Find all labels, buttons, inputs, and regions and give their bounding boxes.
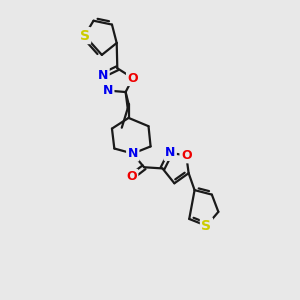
Text: N: N: [128, 147, 138, 160]
Text: N: N: [165, 146, 175, 160]
Text: S: S: [80, 28, 90, 43]
Text: O: O: [126, 170, 137, 183]
Text: O: O: [128, 72, 138, 85]
Text: N: N: [103, 84, 113, 97]
Text: O: O: [181, 149, 192, 162]
Text: S: S: [202, 219, 212, 233]
Text: N: N: [98, 69, 108, 82]
